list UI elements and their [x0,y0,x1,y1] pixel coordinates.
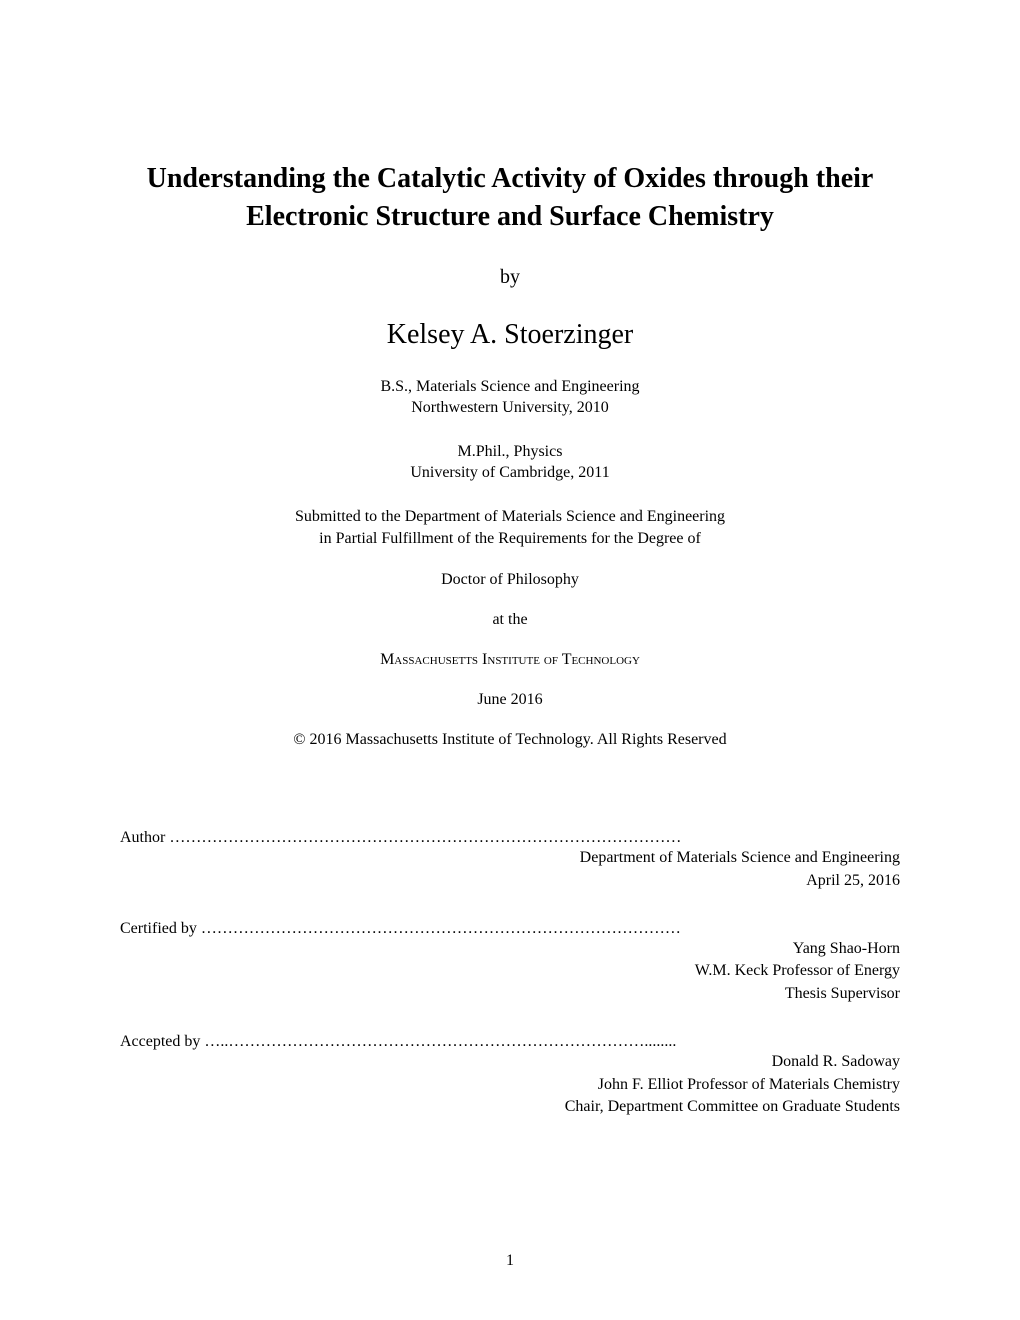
submitted-line2: in Partial Fulfillment of the Requiremen… [120,528,900,550]
submitted-block: Submitted to the Department of Materials… [120,506,900,549]
accepted-signature-title: John F. Elliot Professor of Materials Ch… [120,1074,900,1096]
by-label: by [120,266,900,289]
author-signature-section: Author …………………………………………………………………………………… … [120,829,900,892]
accepted-signature-name: Donald R. Sadoway [120,1051,900,1073]
copyright-notice: © 2016 Massachusetts Institute of Techno… [120,731,900,749]
bs-degree-block: B.S., Materials Science and Engineering … [120,376,900,419]
thesis-title: Understanding the Catalytic Activity of … [120,160,900,236]
certified-signature-section: Certified by ………………………………………………………………………… [120,920,900,1005]
certified-signature-title: W.M. Keck Professor of Energy [120,960,900,982]
author-signature-label: Author …………………………………………………………………………………… [120,829,900,847]
mphil-degree-line1: M.Phil., Physics [120,441,900,463]
accepted-signature-role: Chair, Department Committee on Graduate … [120,1096,900,1118]
certified-signature-label: Certified by ………………………………………………………………………… [120,920,900,938]
institution-name: Massachusetts Institute of Technology [120,651,900,669]
mphil-degree-block: M.Phil., Physics University of Cambridge… [120,441,900,484]
accepted-signature-label: Accepted by …..…………………………………………………………………… [120,1033,900,1051]
author-name: Kelsey A. Stoerzinger [120,319,900,351]
submitted-line1: Submitted to the Department of Materials… [120,506,900,528]
thesis-date: June 2016 [120,691,900,709]
certified-signature-name: Yang Shao-Horn [120,938,900,960]
author-signature-dept: Department of Materials Science and Engi… [120,847,900,869]
accepted-signature-section: Accepted by …..…………………………………………………………………… [120,1033,900,1118]
author-signature-date: April 25, 2016 [120,870,900,892]
at-the-label: at the [120,611,900,629]
mphil-degree-line2: University of Cambridge, 2011 [120,462,900,484]
certified-signature-role: Thesis Supervisor [120,983,900,1005]
bs-degree-line2: Northwestern University, 2010 [120,397,900,419]
bs-degree-line1: B.S., Materials Science and Engineering [120,376,900,398]
degree-name: Doctor of Philosophy [120,571,900,589]
page-number: 1 [506,1252,514,1270]
